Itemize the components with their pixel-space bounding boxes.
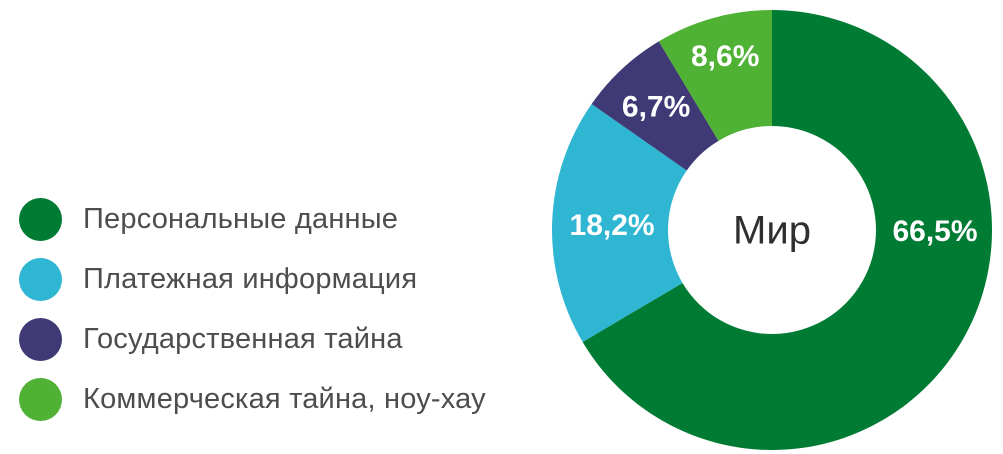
legend-label-payment-info: Платежная информация bbox=[83, 263, 418, 295]
legend-item-personal-data: Персональные данные bbox=[19, 198, 486, 241]
legend-swatch-commercial-secret bbox=[19, 378, 62, 421]
slice-commercial-secret bbox=[658, 9, 772, 141]
slice-personal-data bbox=[582, 9, 993, 450]
legend-label-personal-data: Персональные данные bbox=[83, 203, 399, 235]
legend-swatch-state-secret bbox=[19, 318, 62, 361]
legend-item-state-secret: Государственная тайна bbox=[19, 318, 486, 361]
legend-swatch-personal-data bbox=[19, 198, 62, 241]
slice-value-label-personal-data: 66,5% bbox=[892, 215, 977, 248]
slice-value-label-payment-info: 18,2% bbox=[570, 209, 655, 242]
legend-item-commercial-secret: Коммерческая тайна, ноу-хау bbox=[19, 378, 486, 421]
slice-state-secret bbox=[591, 41, 719, 171]
chart-center-label: Мир bbox=[733, 208, 811, 253]
legend-swatch-payment-info bbox=[19, 258, 62, 301]
slice-value-label-commercial-secret: 8,6% bbox=[691, 40, 759, 73]
legend-label-state-secret: Государственная тайна bbox=[83, 323, 403, 355]
legend-label-commercial-secret: Коммерческая тайна, ноу-хау bbox=[83, 383, 486, 415]
legend-item-payment-info: Платежная информация bbox=[19, 258, 486, 301]
slice-value-label-state-secret: 6,7% bbox=[622, 91, 690, 124]
slice-payment-info bbox=[551, 104, 687, 342]
chart-legend: Персональные данные Платежная информация… bbox=[19, 198, 486, 421]
